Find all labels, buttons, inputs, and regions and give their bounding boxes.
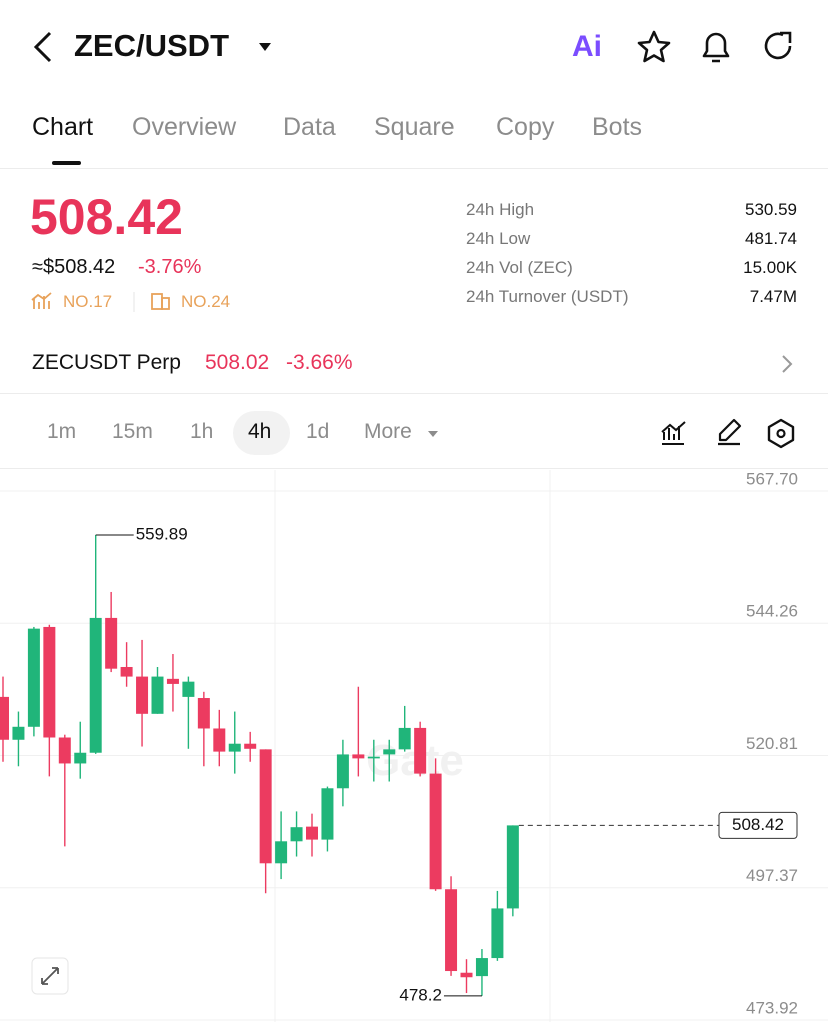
price-change: -3.76% [138,256,202,278]
candle-body [460,972,473,978]
pair-title[interactable]: ZEC/USDT [74,28,229,63]
stat-label: 24h High [466,200,535,219]
rank-label[interactable]: NO.17 [63,292,113,311]
stat-value: 530.59 [745,200,797,219]
more-caret [428,431,438,437]
interval[interactable]: More [364,420,412,443]
candle-body [275,841,288,864]
y-tick-label: 473.92 [746,998,798,1017]
stat-label: 24h Vol (ZEC) [466,258,573,277]
rank-icon [151,293,163,310]
tab[interactable]: Overview [132,113,237,141]
stat-value: 7.47M [749,287,797,306]
candlestick-chart: Gate 567.70544.26520.81497.37473.92559.8… [0,470,828,1022]
tab[interactable]: Square [374,113,455,141]
candle-body [491,908,504,959]
candle-body [105,617,118,669]
candle-body [120,666,133,677]
y-tick-label: 544.26 [746,602,798,621]
divider [0,468,828,469]
candle-body [475,958,488,977]
candle-body [367,756,380,759]
rank-icon [31,292,52,309]
candle-body [306,826,318,840]
interval[interactable]: 15m [112,420,153,443]
approx-price: ≈$508.42 [32,256,116,278]
candle-body [0,696,9,740]
candle-body [197,698,210,729]
low-label: 478.2 [399,985,442,1004]
settings-icon[interactable] [767,418,795,449]
ai-button[interactable]: Ai [572,30,602,63]
back-icon[interactable] [33,31,52,63]
perp-change[interactable]: -3.66% [286,351,353,374]
share-icon[interactable] [764,31,792,60]
candle-body [151,676,164,714]
last-price-box [718,811,798,839]
candle-body [89,617,102,753]
candle-body [136,676,149,714]
stat-value: 15.00K [743,258,797,277]
interval[interactable]: 4h [248,420,272,443]
indicator-icon[interactable] [661,421,686,445]
last-price: 508.42 [30,189,183,245]
candle-body [228,743,241,752]
star-icon[interactable] [637,30,671,63]
candle-body [445,889,458,972]
candle-body [506,825,519,909]
active-interval-bg [233,411,290,455]
candle-body [383,749,396,755]
bell-icon[interactable] [702,32,730,63]
y-tick-label: 520.81 [746,734,798,753]
candle-body [336,754,349,789]
settings-icon [776,428,786,439]
candle-body [182,681,195,697]
perp-price[interactable]: 508.02 [205,351,270,374]
divider [0,168,828,169]
candle-body [352,754,365,759]
rank-label[interactable]: NO.24 [181,292,231,311]
last-price-label: 508.42 [732,815,784,834]
candle-body [166,678,179,684]
candle-body [414,727,427,774]
tab[interactable]: Bots [592,113,643,141]
candle-body [429,773,442,890]
perp-name[interactable]: ZECUSDT Perp [32,351,181,374]
stat-label: 24h Low [466,229,531,248]
chevron-icon[interactable] [782,355,793,373]
tab-underline [52,161,81,165]
candle-body [244,743,257,749]
tab[interactable]: Copy [496,113,555,141]
candle-body [259,749,272,864]
candle-body [290,827,303,842]
divider [0,393,828,394]
candle-body [12,726,25,740]
candle-body [321,788,334,840]
draw-icon[interactable] [718,418,742,446]
interval[interactable]: 1m [47,420,77,443]
stat-label: 24h Turnover (USDT) [466,287,629,306]
high-label: 559.89 [136,525,188,544]
tab[interactable]: Chart [32,113,94,141]
expand-icon [41,967,59,985]
interval[interactable]: 1h [190,420,214,443]
y-tick-label: 567.70 [746,470,798,488]
candle-body [398,727,411,750]
icons [31,30,795,449]
candle-body [43,626,56,738]
y-tick-label: 497.37 [746,866,798,885]
interval[interactable]: 1d [306,420,330,443]
candle-body [213,728,226,752]
candle-body [27,628,40,727]
rank-icon [161,297,170,310]
candle-body [58,737,71,764]
stat-value: 481.74 [745,229,797,248]
tab[interactable]: Data [283,113,336,141]
dropdown-icon[interactable] [259,43,271,51]
candle-body [74,752,87,764]
